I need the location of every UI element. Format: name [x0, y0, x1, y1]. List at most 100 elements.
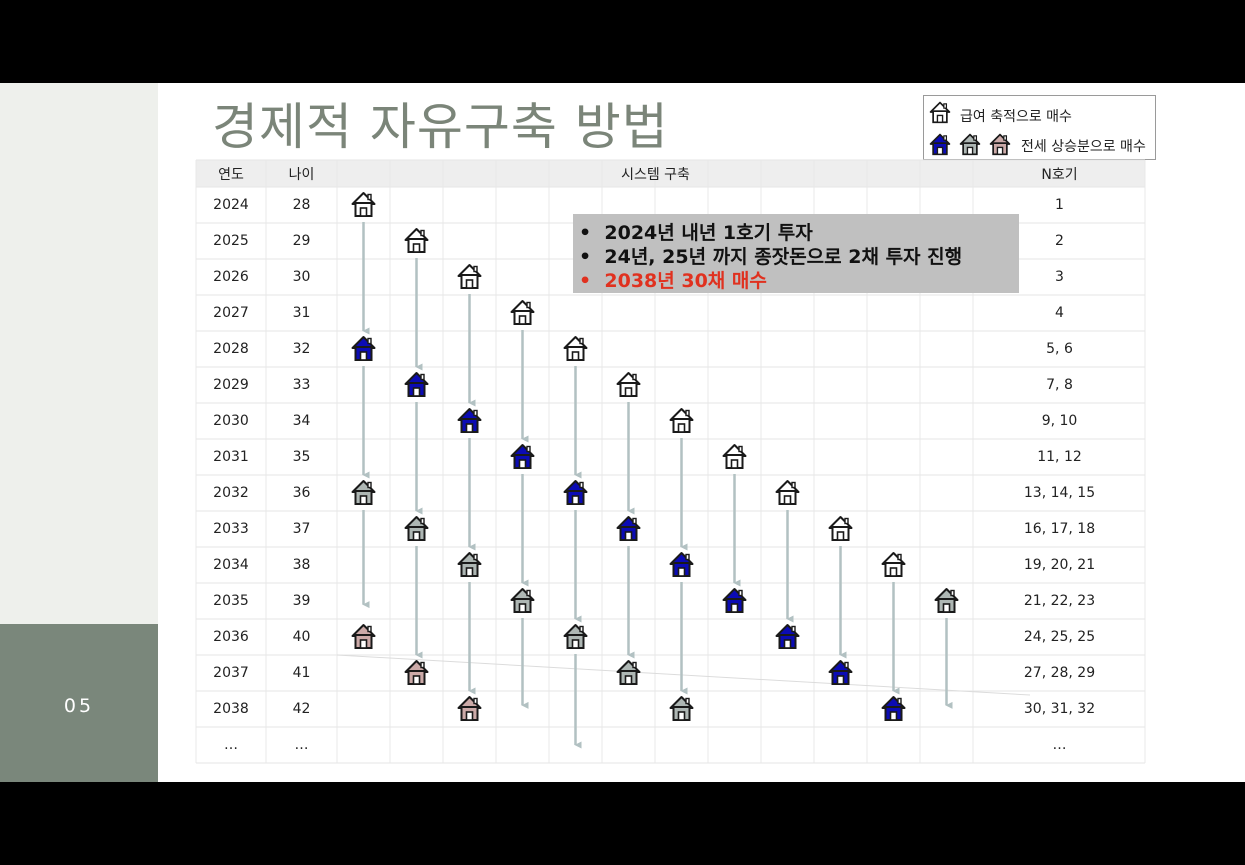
house-icon-white [881, 552, 906, 577]
house-icon-white [722, 444, 747, 469]
slide: 05 경제적 자유구축 방법 급여 축적으로 매수 전세 상승분으로 매수 연도… [0, 83, 1245, 782]
cell-year: 2031 [213, 449, 249, 465]
legend-item-jeonse: 전세 상승분으로 매수 [1021, 139, 1146, 155]
house-icon-gray [563, 624, 588, 649]
cell-count: 1 [1055, 197, 1064, 213]
cell-count: 27, 28, 29 [1023, 665, 1096, 681]
cell-age: 41 [292, 665, 311, 681]
callout-bullet-3: • 2038년 30채 매수 [579, 270, 767, 292]
cell-count: … [1052, 737, 1067, 753]
cell-count: 11, 12 [1037, 449, 1082, 465]
cell-year: 2025 [213, 233, 249, 249]
house-icon-blue [669, 552, 694, 577]
sidebar-footer [0, 624, 158, 782]
cell-count: 19, 20, 21 [1023, 557, 1096, 573]
cell-year: … [224, 737, 238, 753]
cell-count: 21, 22, 23 [1023, 593, 1096, 609]
header-count: N호기 [1041, 167, 1078, 183]
house-icon-blue [881, 696, 906, 721]
house-icon-blue [510, 444, 535, 469]
cell-age: 36 [292, 485, 311, 501]
cell-year: 2030 [213, 413, 249, 429]
cell-age: 33 [292, 377, 311, 393]
house-icon-white [828, 516, 853, 541]
house-icon-white [616, 372, 641, 397]
cell-count: 4 [1055, 305, 1064, 321]
legend-item-salary: 급여 축적으로 매수 [960, 109, 1072, 125]
cell-age: 34 [292, 413, 311, 429]
cell-age: 30 [292, 269, 311, 285]
house-icon-gray [351, 480, 376, 505]
slide-title: 경제적 자유구축 방법 [212, 98, 669, 156]
cell-age: 38 [292, 557, 311, 573]
cell-age: 29 [292, 233, 311, 249]
cell-year: 2029 [213, 377, 249, 393]
cell-year: 2035 [213, 593, 249, 609]
cell-year: 2036 [213, 629, 249, 645]
callout-bullet-1: • 2024년 내년 1호기 투자 [579, 222, 813, 244]
cell-age: 42 [292, 701, 311, 717]
house-icon-pink [351, 624, 376, 649]
house-icon-gray [457, 552, 482, 577]
cell-year: 2027 [213, 305, 249, 321]
house-icon-blue [457, 408, 482, 433]
cell-year: 2026 [213, 269, 249, 285]
cell-year: 2028 [213, 341, 249, 357]
house-icon-blue [722, 588, 747, 613]
house-icon-blue [351, 336, 376, 361]
cell-year: 2032 [213, 485, 249, 501]
house-icon-blue [828, 660, 853, 685]
house-icon-pink [989, 133, 1011, 156]
house-icon-gray [616, 660, 641, 685]
cell-age: 40 [292, 629, 311, 645]
cell-count: 24, 25, 25 [1023, 629, 1096, 645]
house-icon-blue [404, 372, 429, 397]
cell-count: 5, 6 [1046, 341, 1073, 357]
system-diagram [351, 192, 959, 782]
house-icon-blue [563, 480, 588, 505]
house-icon-white [669, 408, 694, 433]
house-icon-pink [457, 696, 482, 721]
house-icon-white [563, 336, 588, 361]
cell-count: 9, 10 [1041, 413, 1078, 429]
header-year: 연도 [218, 167, 244, 183]
house-icon-gray [404, 516, 429, 541]
house-icon-white [404, 228, 429, 253]
house-icon-gray [510, 588, 535, 613]
cell-year: 2033 [213, 521, 249, 537]
page-number: 05 [63, 695, 95, 717]
sidebar-panel [0, 83, 158, 624]
house-icon-pink [404, 660, 429, 685]
house-icon-white [510, 300, 535, 325]
house-icon-white [775, 480, 800, 505]
house-icon-gray [934, 588, 959, 613]
cell-age: 35 [292, 449, 311, 465]
cell-count: 7, 8 [1046, 377, 1073, 393]
cell-age: 37 [292, 521, 311, 537]
cell-year: 2024 [213, 197, 249, 213]
house-icon-gray [959, 133, 981, 156]
callout-box: • 2024년 내년 1호기 투자 • 24년, 25년 까지 종잣돈으로 2채… [573, 214, 1019, 293]
house-icon-white [457, 264, 482, 289]
cell-year: 2038 [213, 701, 249, 717]
house-icon-white [929, 101, 951, 124]
cell-age: 28 [292, 197, 311, 213]
house-icon-white [351, 192, 376, 217]
house-icon-blue [775, 624, 800, 649]
house-icon-gray [669, 696, 694, 721]
cell-age: … [294, 737, 309, 753]
cell-count: 13, 14, 15 [1023, 485, 1096, 501]
header-system: 시스템 구축 [621, 167, 690, 183]
callout-bullet-2: • 24년, 25년 까지 종잣돈으로 2채 투자 진행 [579, 246, 963, 268]
cell-count: 3 [1055, 269, 1064, 285]
cell-year: 2037 [213, 665, 249, 681]
cell-count: 16, 17, 18 [1023, 521, 1096, 537]
cell-age: 39 [292, 593, 311, 609]
cell-year: 2034 [213, 557, 249, 573]
house-icon-blue [929, 133, 951, 156]
cell-count: 2 [1055, 233, 1064, 249]
cell-age: 32 [292, 341, 311, 357]
cell-count: 30, 31, 32 [1023, 701, 1096, 717]
legend: 급여 축적으로 매수 전세 상승분으로 매수 [923, 95, 1156, 160]
cell-age: 31 [292, 305, 311, 321]
